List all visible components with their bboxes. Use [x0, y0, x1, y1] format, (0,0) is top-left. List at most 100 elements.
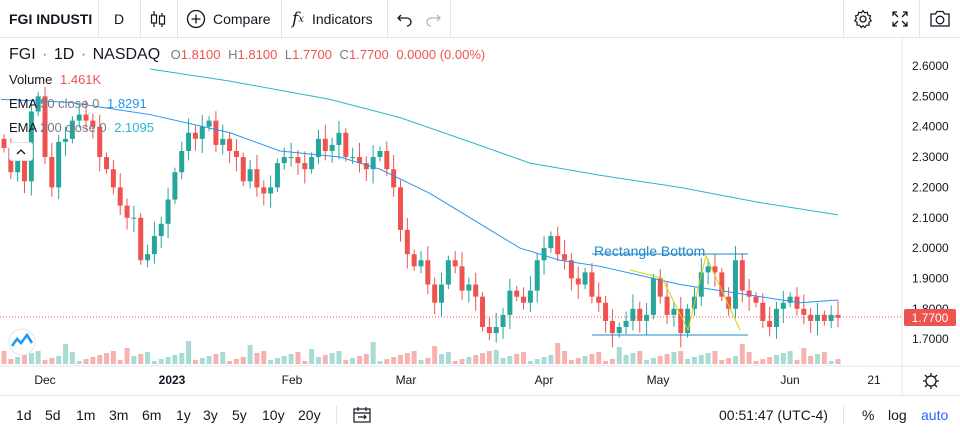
volume-bar: [609, 359, 615, 364]
candle-body: [439, 284, 445, 303]
volume-bar: [1, 351, 7, 364]
range-5d[interactable]: 5d: [45, 396, 61, 433]
candle-body: [384, 150, 390, 170]
candle-body: [186, 132, 192, 151]
candle-body: [644, 314, 650, 321]
candle-body: [377, 150, 383, 158]
low-label: L: [284, 47, 293, 62]
legend-interval: 1D: [53, 46, 75, 63]
tradingview-logo[interactable]: [8, 328, 36, 356]
price-axis[interactable]: 2.6000 2.5000 2.4000 2.3000 2.2000 2.1000 2.00…: [912, 59, 949, 346]
legend-volume-row[interactable]: Volume 1.461K: [9, 72, 101, 87]
candle-body: [322, 138, 328, 151]
snapshot-button[interactable]: [928, 0, 952, 38]
candle-body: [233, 150, 239, 158]
volume-bar: [145, 352, 151, 364]
time-tick-label: Feb: [282, 373, 303, 387]
camera-icon: [928, 8, 952, 30]
candle-body: [650, 278, 656, 315]
volume-bar: [712, 351, 718, 364]
candle-body: [247, 169, 253, 182]
candle-body: [63, 138, 69, 142]
candle-body: [739, 260, 745, 291]
plus-circle-icon: [185, 8, 207, 30]
percent-toggle[interactable]: %: [862, 396, 874, 433]
toolbar-divider: [387, 0, 388, 38]
candle-body: [616, 327, 622, 334]
candle-body: [760, 302, 766, 321]
candle-body: [596, 296, 602, 303]
candle-body: [117, 187, 123, 206]
candle-body: [555, 235, 561, 255]
redo-button[interactable]: [424, 0, 442, 38]
date-range-button[interactable]: [352, 396, 372, 433]
candle-body: [1, 138, 7, 148]
compare-button[interactable]: Compare: [185, 0, 271, 38]
volume-bar: [787, 351, 793, 364]
interval-button[interactable]: D: [114, 0, 124, 38]
legend-ema50-row[interactable]: EMA 50 close 0 1.8291: [9, 96, 147, 111]
fullscreen-icon: [890, 9, 910, 29]
candle-body: [568, 260, 574, 279]
volume-bar: [616, 347, 622, 364]
legend-symbol-row: FGI · 1D · NASDAQ O1.8100 H1.8100 L1.770…: [9, 46, 486, 63]
candle-body: [329, 144, 335, 151]
volume-bar: [473, 355, 479, 364]
volume-bar: [623, 355, 629, 364]
chart-type-button[interactable]: [148, 0, 168, 38]
clock-label: 00:51:47 (UTC-4): [719, 407, 828, 423]
candle-body: [575, 278, 581, 285]
price-chart[interactable]: Rectangle Bottom 2.6000 2.5000 2.4000 2.300…: [0, 38, 960, 395]
volume-bar: [548, 355, 554, 364]
rectangle-label[interactable]: Rectangle Bottom: [594, 243, 705, 259]
undo-button[interactable]: [396, 0, 414, 38]
candle-body: [726, 296, 732, 309]
symbol-search[interactable]: FGI INDUSTI: [9, 0, 92, 38]
range-3m[interactable]: 3m: [109, 396, 128, 433]
range-3y[interactable]: 3y: [203, 396, 218, 433]
legend-collapse-button[interactable]: [9, 142, 33, 161]
candle-body: [124, 205, 130, 218]
range-1m[interactable]: 1m: [76, 396, 95, 433]
clock[interactable]: 00:51:47 (UTC-4): [719, 396, 828, 433]
time-axis[interactable]: Dec 2023 Feb Mar Apr May Jun 21: [34, 373, 881, 387]
legend-ema200-row[interactable]: EMA 200 close 0 2.1095: [9, 120, 154, 135]
candle-body: [49, 157, 55, 188]
gear-icon-teeth: [923, 373, 939, 389]
range-label: 5d: [45, 407, 61, 423]
volume-bar: [179, 353, 185, 364]
volume-bar: [657, 356, 663, 364]
volume-bar: [685, 359, 691, 364]
candle-body: [459, 266, 465, 291]
candle-body: [391, 169, 397, 188]
candle-body: [753, 296, 759, 303]
volume-bar: [397, 355, 403, 364]
volume-bar: [644, 360, 650, 364]
range-20y[interactable]: 20y: [298, 396, 321, 433]
range-1y[interactable]: 1y: [176, 396, 191, 433]
undo-icon: [396, 10, 414, 28]
settings-button[interactable]: [852, 0, 874, 38]
rectangle-drawing[interactable]: [592, 253, 748, 336]
log-toggle[interactable]: log: [888, 396, 907, 433]
last-price-value: 1.7700: [912, 311, 949, 325]
fullscreen-button[interactable]: [890, 0, 910, 38]
range-1d[interactable]: 1d: [16, 396, 32, 433]
candle-body: [746, 290, 752, 297]
candle-body: [801, 308, 807, 315]
volume-bars: [1, 341, 841, 364]
auto-toggle[interactable]: auto: [921, 396, 948, 433]
range-10y[interactable]: 10y: [262, 396, 285, 433]
candle-body: [828, 314, 834, 321]
candle-body: [671, 308, 677, 315]
axis-settings-button[interactable]: [923, 373, 939, 389]
range-label: 1m: [76, 407, 96, 423]
candle-body: [425, 260, 431, 285]
range-6m[interactable]: 6m: [142, 396, 161, 433]
candle-body: [445, 260, 451, 285]
range-5y[interactable]: 5y: [232, 396, 247, 433]
candle-body: [240, 157, 246, 182]
candle-body: [158, 223, 164, 236]
interval-label: D: [114, 11, 125, 27]
